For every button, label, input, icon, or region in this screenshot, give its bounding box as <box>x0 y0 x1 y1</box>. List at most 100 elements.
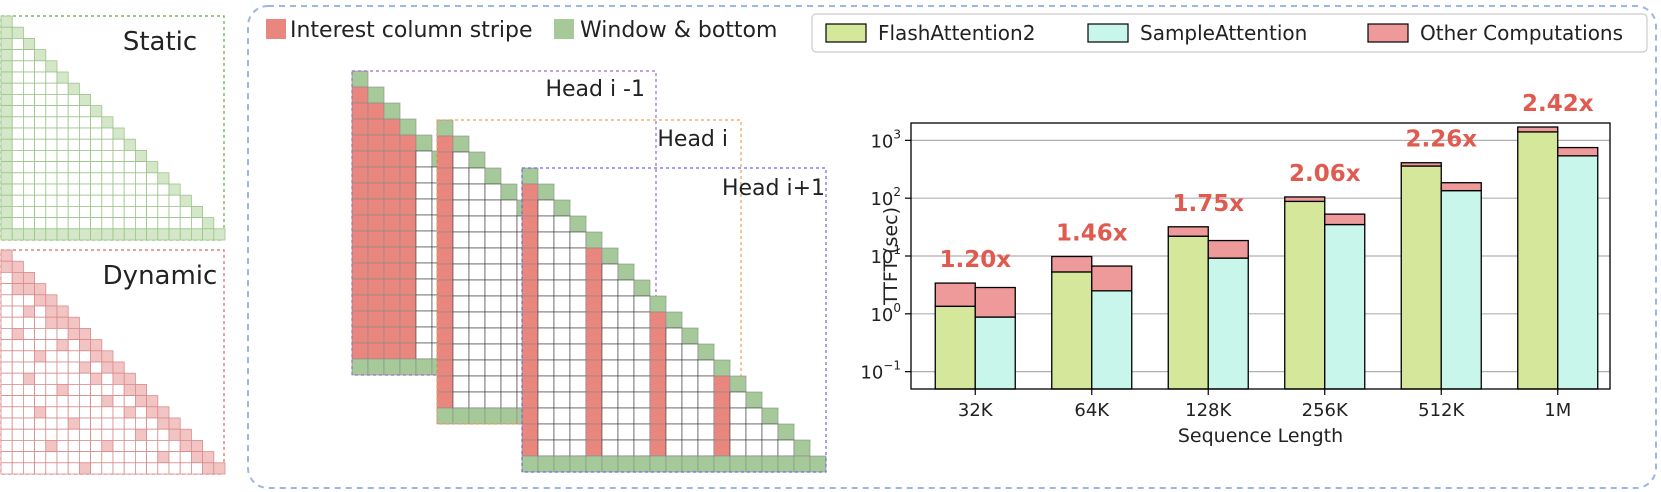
mask-cell <box>57 384 68 395</box>
head-cell <box>400 231 416 247</box>
mask-cell <box>68 94 79 105</box>
head-cell <box>352 311 368 327</box>
head-cell <box>469 200 485 216</box>
head-cell <box>698 456 714 472</box>
head-cell <box>352 119 368 135</box>
head-cell <box>485 216 501 232</box>
mask-cell <box>57 173 68 184</box>
legend-sample-label: SampleAttention <box>1140 21 1307 45</box>
mask-cell <box>23 429 34 440</box>
mask-cell <box>12 61 23 72</box>
bar-other-flash <box>935 283 975 306</box>
mask-cell <box>102 351 113 362</box>
head-cell <box>714 360 730 376</box>
mask-cell <box>135 384 146 395</box>
head-cell <box>368 103 384 119</box>
mask-cell <box>79 195 90 206</box>
mask-cell <box>135 407 146 418</box>
head-cell <box>602 328 618 344</box>
mask-cell <box>57 206 68 217</box>
head-cell <box>586 456 602 472</box>
mask-cell <box>124 384 135 395</box>
mask-cell <box>35 128 46 139</box>
head-cell <box>570 248 586 264</box>
mask-cell <box>124 429 135 440</box>
mask-cell <box>12 195 23 206</box>
head-cell <box>586 232 602 248</box>
head-cell <box>501 344 517 360</box>
head-cell <box>384 231 400 247</box>
head-cell <box>746 424 762 440</box>
mask-cell <box>35 328 46 339</box>
head-cell <box>501 264 517 280</box>
mask-cell <box>57 162 68 173</box>
mask-cell <box>35 139 46 150</box>
head-cell <box>618 408 634 424</box>
head-cell <box>501 296 517 312</box>
head-cell <box>714 424 730 440</box>
head-cell <box>554 328 570 344</box>
mask-cell <box>135 418 146 429</box>
mask-cell <box>23 195 34 206</box>
mask-cell <box>35 50 46 61</box>
mask-cell <box>46 184 57 195</box>
mask-cell <box>91 373 102 384</box>
mask-cell <box>23 396 34 407</box>
mask-cell <box>68 229 79 240</box>
head-cell <box>570 216 586 232</box>
head-cell <box>400 183 416 199</box>
head-cell <box>368 199 384 215</box>
head-cell <box>618 440 634 456</box>
mask-cell <box>91 351 102 362</box>
mask-cell <box>57 229 68 240</box>
head-cell <box>400 311 416 327</box>
head-cell <box>602 408 618 424</box>
mask-cell <box>124 206 135 217</box>
head-cell <box>501 184 517 200</box>
mask-cell <box>23 272 34 283</box>
head-cell <box>469 376 485 392</box>
mask-cell <box>46 195 57 206</box>
mask-cell <box>113 218 124 229</box>
head-cell <box>538 280 554 296</box>
mask-cell <box>79 117 90 128</box>
mask-cell <box>158 440 169 451</box>
head-cell <box>746 408 762 424</box>
bar-other-flash <box>1285 197 1325 201</box>
mask-cell <box>12 218 23 229</box>
mask-cell <box>203 218 214 229</box>
head-cell <box>618 344 634 360</box>
bar-other-flash <box>1518 127 1558 132</box>
mask-cell <box>113 173 124 184</box>
bar-sampleattention <box>1325 225 1365 389</box>
mask-cell <box>113 373 124 384</box>
mask-cell <box>191 218 202 229</box>
mask-cell <box>35 384 46 395</box>
head-cell <box>666 312 682 328</box>
head-cell <box>501 328 517 344</box>
head-cell <box>501 392 517 408</box>
chart-bars <box>935 127 1598 389</box>
head-cell <box>501 312 517 328</box>
mask-cell <box>57 351 68 362</box>
head-cell <box>416 199 432 215</box>
chart-legend: FlashAttention2 SampleAttention Other Co… <box>812 14 1647 52</box>
mask-cell <box>124 162 135 173</box>
head-cell <box>352 295 368 311</box>
mask-cell <box>35 162 46 173</box>
mask-cell <box>124 396 135 407</box>
head-cell <box>400 263 416 279</box>
head-cell <box>437 264 453 280</box>
head-cell <box>586 424 602 440</box>
head-cell <box>368 167 384 183</box>
legend-flash-swatch <box>826 24 866 42</box>
mask-cell <box>169 184 180 195</box>
bar-sampleattention <box>1558 156 1598 389</box>
head-cell <box>352 343 368 359</box>
head-cell <box>368 311 384 327</box>
mask-cell <box>79 150 90 161</box>
head-cell <box>469 296 485 312</box>
mask-cell <box>135 463 146 474</box>
mask-cell <box>46 83 57 94</box>
